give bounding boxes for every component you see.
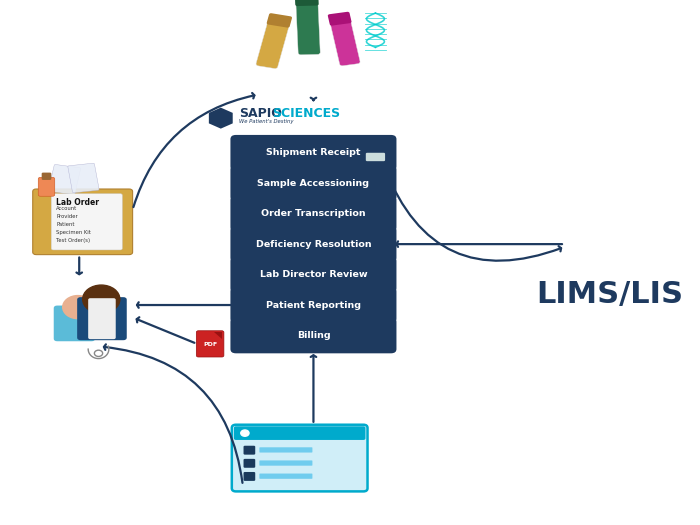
FancyBboxPatch shape [42, 173, 51, 180]
FancyBboxPatch shape [51, 194, 122, 250]
FancyBboxPatch shape [48, 164, 80, 195]
Circle shape [83, 285, 120, 313]
Text: Account: Account [56, 206, 77, 211]
FancyBboxPatch shape [267, 13, 292, 28]
FancyBboxPatch shape [230, 196, 396, 232]
FancyBboxPatch shape [33, 189, 132, 255]
FancyBboxPatch shape [54, 306, 95, 341]
FancyBboxPatch shape [295, 0, 320, 55]
Text: LIMS/LIS: LIMS/LIS [536, 279, 683, 309]
FancyBboxPatch shape [38, 177, 55, 196]
FancyBboxPatch shape [366, 153, 385, 188]
FancyBboxPatch shape [295, 0, 318, 6]
FancyBboxPatch shape [230, 165, 396, 201]
Circle shape [63, 296, 93, 319]
Text: Lab Order: Lab Order [56, 197, 99, 207]
FancyBboxPatch shape [230, 318, 396, 353]
FancyBboxPatch shape [77, 297, 127, 340]
Polygon shape [209, 108, 232, 129]
FancyBboxPatch shape [244, 472, 256, 481]
FancyBboxPatch shape [230, 257, 396, 292]
Text: PDF: PDF [203, 342, 217, 348]
Text: Billing: Billing [297, 331, 330, 340]
FancyBboxPatch shape [232, 425, 368, 491]
Text: Shipment Receipt: Shipment Receipt [266, 148, 360, 158]
Text: Provider: Provider [56, 214, 78, 219]
Text: Order Transcription: Order Transcription [261, 209, 366, 218]
Text: Test Order(s): Test Order(s) [56, 237, 90, 243]
FancyBboxPatch shape [366, 153, 385, 161]
FancyBboxPatch shape [260, 460, 312, 466]
Polygon shape [214, 332, 222, 339]
FancyBboxPatch shape [260, 447, 312, 453]
FancyBboxPatch shape [244, 459, 256, 468]
FancyBboxPatch shape [260, 474, 312, 479]
FancyBboxPatch shape [244, 446, 256, 455]
FancyBboxPatch shape [256, 14, 291, 69]
FancyBboxPatch shape [230, 135, 396, 171]
FancyBboxPatch shape [234, 426, 365, 440]
Text: Sample Accessioning: Sample Accessioning [258, 178, 370, 188]
FancyBboxPatch shape [230, 287, 396, 323]
Text: SAPIO: SAPIO [239, 108, 282, 120]
FancyBboxPatch shape [230, 226, 396, 262]
Circle shape [241, 430, 249, 436]
Text: Patient: Patient [56, 222, 75, 227]
Text: Patient Reporting: Patient Reporting [266, 300, 361, 310]
Text: Specimen Kit: Specimen Kit [56, 230, 91, 235]
FancyBboxPatch shape [328, 12, 351, 26]
FancyBboxPatch shape [68, 163, 99, 193]
Text: We Patient's Destiny: We Patient's Destiny [239, 119, 294, 124]
FancyBboxPatch shape [196, 331, 224, 357]
Text: Lab Director Review: Lab Director Review [260, 270, 368, 279]
FancyBboxPatch shape [329, 13, 360, 66]
FancyBboxPatch shape [88, 298, 116, 339]
Text: Deficiency Resolution: Deficiency Resolution [256, 239, 371, 249]
Text: SCIENCES: SCIENCES [272, 108, 340, 120]
